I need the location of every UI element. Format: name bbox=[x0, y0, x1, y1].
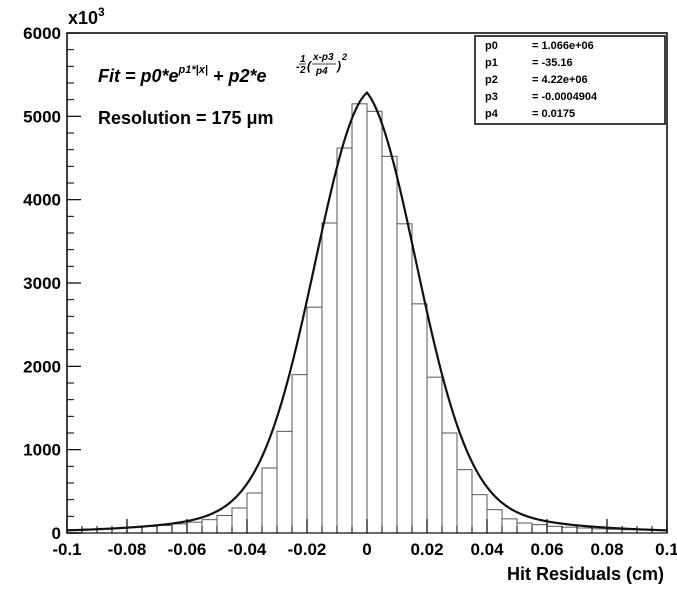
y-multiplier: x103 bbox=[68, 5, 105, 28]
y-tick-label: 1000 bbox=[23, 441, 61, 460]
x-axis-title: Hit Residuals (cm) bbox=[507, 564, 664, 584]
y-tick-label: 4000 bbox=[23, 191, 61, 210]
x-tick-label: 0.1 bbox=[655, 540, 677, 559]
y-tick-label: 5000 bbox=[23, 107, 61, 126]
x-tick-label: 0.08 bbox=[590, 540, 623, 559]
stats-param-name: p3 bbox=[485, 91, 498, 103]
stats-param-name: p4 bbox=[485, 108, 499, 120]
svg-text:-: - bbox=[296, 61, 300, 73]
svg-text:2: 2 bbox=[299, 65, 306, 76]
stats-param-name: p2 bbox=[485, 74, 498, 86]
svg-text:x-p3: x-p3 bbox=[312, 52, 334, 63]
stats-box-frame bbox=[474, 35, 666, 125]
svg-text:Fit = p0*ep1*|x| + p2*e: Fit = p0*ep1*|x| + p2*e bbox=[98, 64, 266, 86]
svg-text:(: ( bbox=[307, 59, 313, 73]
axes: -0.1 -0.08 -0.06 -0.04 -0.02 0 0.02 0.04 0.06 0.0… bbox=[23, 24, 677, 559]
svg-text:1: 1 bbox=[300, 54, 306, 65]
stats-param-value: = 1.066e+06 bbox=[532, 40, 594, 52]
x-tick-label: -0.04 bbox=[228, 540, 267, 559]
x-tick-label: 0.04 bbox=[470, 540, 504, 559]
fit-curve bbox=[66, 91, 668, 532]
fit-parameters-box: p0 = 1.066e+06 p1 = -35.16 p2 = 4.22e+06 p3 = -… bbox=[474, 35, 666, 125]
svg-text:2: 2 bbox=[341, 52, 347, 62]
x-tick-label: 0.02 bbox=[410, 540, 443, 559]
svg-text:): ) bbox=[335, 59, 341, 73]
stats-param-name: p0 bbox=[485, 40, 498, 52]
fit-formula: Fit = p0*ep1*|x| + p2*e - 1 2 ( x-p3 p4 … bbox=[98, 52, 347, 86]
stats-param-value: = -35.16 bbox=[532, 57, 573, 69]
x-tick-label: 0.06 bbox=[530, 540, 563, 559]
stats-param-value: = 0.0175 bbox=[532, 108, 575, 120]
y-tick-label: 3000 bbox=[23, 274, 61, 293]
stats-param-name: p1 bbox=[485, 57, 498, 69]
stats-param-value: = 4.22e+06 bbox=[532, 74, 588, 86]
x-tick-label: -0.1 bbox=[52, 540, 81, 559]
x-tick-label: -0.08 bbox=[108, 540, 147, 559]
x-tick-label: -0.02 bbox=[288, 540, 327, 559]
resolution-annotation: Resolution = 175 μm bbox=[98, 108, 274, 128]
x-tick-label: -0.06 bbox=[168, 540, 207, 559]
x-tick-label: 0 bbox=[362, 540, 371, 559]
stats-param-value: = -0.0004904 bbox=[532, 91, 598, 103]
svg-text:p4: p4 bbox=[315, 66, 328, 77]
y-tick-label: 2000 bbox=[23, 357, 61, 376]
y-tick-label: 6000 bbox=[23, 24, 61, 43]
y-tick-label: 0 bbox=[52, 524, 61, 543]
